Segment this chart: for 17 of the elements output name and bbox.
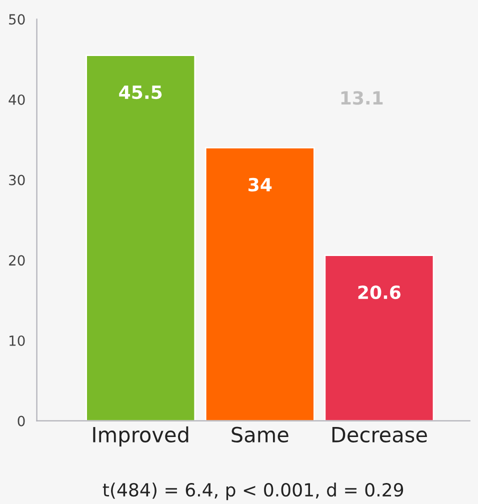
y-tick-label: 40 <box>8 94 25 105</box>
text: t(484) = 6.4, p < 0.001, d = 0.29 <box>102 482 404 500</box>
y-tick-label: 10 <box>10 335 25 346</box>
bar <box>324 254 434 421</box>
data-label: 34 <box>248 178 272 192</box>
data-label: 20.6 <box>358 285 401 300</box>
x-tick-label: Improved <box>93 426 188 447</box>
bar <box>86 54 196 421</box>
x-tick-label: Decrease <box>332 427 427 443</box>
annotation: 13.1 <box>341 91 383 105</box>
y-tick-label: 50 <box>9 14 25 25</box>
y-tick-label: 20 <box>9 255 25 266</box>
y-tick-label: 0 <box>18 416 25 426</box>
bar <box>204 146 315 421</box>
x-tick-label: Same <box>232 426 288 443</box>
y-tick-label: 30 <box>9 174 25 186</box>
data-label: 45.5 <box>119 86 162 100</box>
